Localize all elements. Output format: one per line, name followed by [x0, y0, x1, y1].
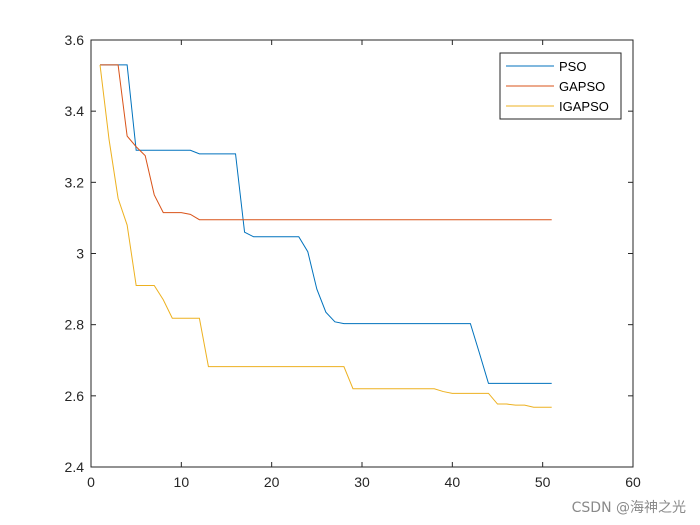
y-tick-label: 2.4 — [65, 459, 85, 475]
series-line-gapso — [100, 64, 552, 221]
legend: PSO GAPSO IGAPSO — [499, 52, 622, 120]
x-tick-label: 40 — [445, 474, 461, 490]
y-tick-label: 3.6 — [65, 32, 85, 48]
legend-label-gapso: GAPSO — [559, 79, 605, 94]
x-tick-label: 30 — [354, 474, 370, 490]
y-tick-label: 2.8 — [65, 317, 85, 333]
x-tick-label: 50 — [535, 474, 551, 490]
legend-label-pso: PSO — [559, 59, 586, 74]
x-tick-label: 20 — [264, 474, 280, 490]
x-tick-label: 10 — [174, 474, 190, 490]
y-tick-label: 3.4 — [65, 103, 85, 119]
y-tick-label: 2.6 — [65, 388, 85, 404]
series-layer — [99, 64, 552, 408]
watermark-text: CSDN @海神之光 — [571, 500, 686, 516]
y-tick-label: 3.2 — [65, 174, 85, 190]
y-tick-label: 3 — [76, 246, 84, 262]
ticks-layer: 0 10 20 30 40 50 60 2.4 2.6 2.8 3 3.2 3.4 3.6 — [65, 32, 641, 490]
x-tick-label: 0 — [87, 474, 95, 490]
series-line-igapso — [99, 64, 552, 408]
legend-label-igapso: IGAPSO — [559, 99, 609, 114]
x-tick-label: 60 — [625, 474, 641, 490]
series-line-pso — [100, 64, 552, 384]
